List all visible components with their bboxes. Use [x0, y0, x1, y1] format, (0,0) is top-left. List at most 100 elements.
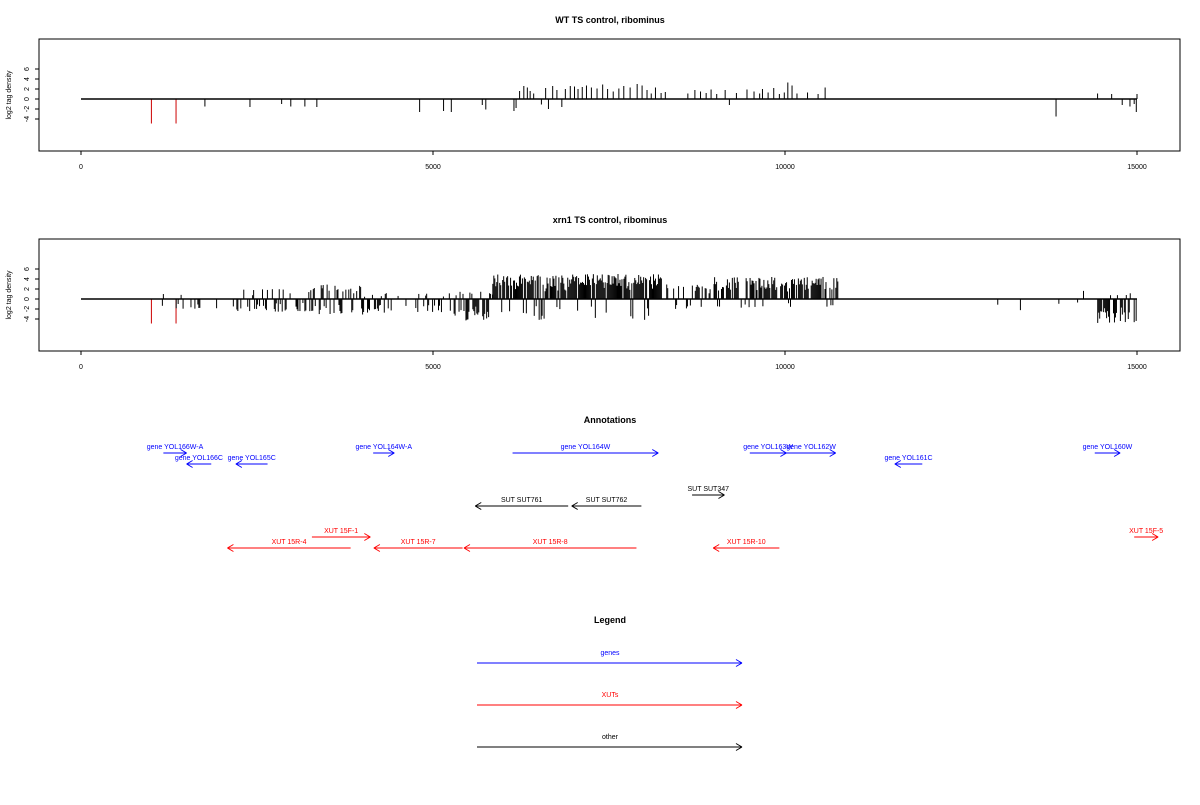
- y-axis-label: log2 tag density: [6, 270, 13, 320]
- annotation-label: XUT 15F-1: [324, 528, 358, 535]
- annotation-gene: gene YOL164W: [512, 444, 659, 457]
- y-tick-label: 2: [24, 287, 31, 291]
- legend-items: genes XUTs other: [477, 650, 743, 751]
- annotation-arrow: [786, 449, 836, 457]
- annotation-xut: XUT 15R-8: [463, 539, 637, 552]
- annotation-arrow: [474, 502, 569, 510]
- plot-frame: [38, 38, 1181, 152]
- annotation-label: gene YOL160W: [1083, 444, 1133, 451]
- annotation-label: XUT 15R-4: [272, 539, 307, 546]
- bars: [150, 274, 1137, 324]
- annotation-arrow: [235, 460, 268, 468]
- y-tick-labels: -4 -2 0 2 4 6: [24, 67, 39, 122]
- annotation-arrow: [373, 449, 395, 457]
- annotation-arrow: [749, 449, 787, 457]
- y-tick-labels: -4 -2 0 2 4 6: [24, 267, 39, 322]
- legend-label: XUTs: [602, 692, 619, 699]
- legend-arrow: [477, 743, 743, 751]
- y-tick-label: 2: [24, 87, 31, 91]
- x-tick-label: 5000: [425, 364, 441, 371]
- legend-title: Legend: [594, 615, 626, 625]
- legend-arrow: [477, 701, 743, 709]
- panel-title: xrn1 TS control, ribominus: [553, 215, 668, 225]
- y-tick-label: 0: [24, 97, 31, 101]
- annotation-xut: XUT 15F-1: [311, 528, 371, 541]
- y-tick-label: 6: [24, 67, 31, 71]
- annotation-label: gene YOL164W-A: [355, 444, 412, 451]
- legend: Legend genes XUTs other: [477, 615, 743, 751]
- y-tick-label: -2: [24, 106, 31, 112]
- x-tick-labels: 0 5000 10000 15000: [79, 351, 1147, 371]
- y-tick-label: 0: [24, 297, 31, 301]
- legend-entry-xut: XUTs: [477, 692, 743, 709]
- annotation-label: XUT 15R-7: [401, 539, 436, 546]
- annotation-label: SUT SUT761: [501, 497, 543, 504]
- legend-entry-gene: genes: [477, 650, 743, 667]
- y-tick-label: 4: [24, 77, 31, 81]
- y-tick-label: 6: [24, 267, 31, 271]
- annotation-arrow: [373, 544, 463, 552]
- annotation-gene: gene YOL166W-A: [147, 444, 204, 457]
- annotation-items: gene YOL166W-A gene YOL166C gene YOL165C ge…: [147, 444, 1163, 552]
- annotation-arrow: [311, 533, 371, 541]
- annotation-arrow: [894, 460, 923, 468]
- x-tick-label: 0: [79, 364, 83, 371]
- legend-arrow: [477, 659, 743, 667]
- annotation-xut: XUT 15F-5: [1129, 528, 1163, 541]
- x-tick-labels: 0 5000 10000 15000: [79, 151, 1147, 171]
- y-axis-label: log2 tag density: [6, 70, 13, 120]
- panel-title: WT TS control, ribominus: [555, 15, 665, 25]
- annotation-gene: gene YOL160W: [1083, 444, 1133, 457]
- annotation-arrow: [1134, 533, 1159, 541]
- annotation-arrow: [163, 449, 187, 457]
- annotation-gene: gene YOL165C: [228, 455, 276, 468]
- x-tick-label: 10000: [775, 364, 795, 371]
- annotation-xut: XUT 15R-7: [373, 539, 463, 552]
- annotation-label: XUT 15F-5: [1129, 528, 1163, 535]
- annotation-gene: gene YOL161C: [884, 455, 933, 468]
- panel-xrn1-ts-control: xrn1 TS control, ribominus log2 tag dens…: [6, 215, 1181, 371]
- annotation-xut: XUT 15R-4: [227, 539, 351, 552]
- annotations-title: Annotations: [584, 415, 637, 425]
- x-tick-label: 10000: [775, 164, 795, 171]
- x-tick-label: 15000: [1127, 164, 1147, 171]
- legend-entry-other: other: [477, 734, 743, 751]
- annotation-gene: gene YOL166C: [175, 455, 223, 468]
- annotation-other: SUT SUT762: [571, 497, 642, 510]
- legend-label: genes: [600, 650, 620, 657]
- y-tick-label: -4: [24, 316, 31, 322]
- annotation-label: SUT SUT347: [688, 486, 730, 493]
- annotation-label: XUT 15R-10: [727, 539, 766, 546]
- annotation-label: gene YOL161C: [884, 455, 932, 462]
- annotation-arrow: [692, 491, 725, 499]
- annotation-label: gene YOL163W: [743, 444, 793, 451]
- x-tick-label: 0: [79, 164, 83, 171]
- annotation-arrow: [227, 544, 351, 552]
- annotation-xut: XUT 15R-10: [712, 539, 780, 552]
- annotation-label: gene YOL164W: [561, 444, 611, 451]
- annotation-arrow: [1094, 449, 1121, 457]
- annotation-label: gene YOL166W-A: [147, 444, 204, 451]
- legend-label: other: [602, 734, 619, 741]
- annotation-label: gene YOL165C: [228, 455, 276, 462]
- bars: [150, 82, 1138, 124]
- annotation-arrow: [186, 460, 212, 468]
- y-tick-label: -4: [24, 116, 31, 122]
- y-tick-label: 4: [24, 277, 31, 281]
- annotation-label: SUT SUT762: [586, 497, 628, 504]
- x-tick-label: 5000: [425, 164, 441, 171]
- panel-wt-ts-control: WT TS control, ribominus log2 tag densit…: [6, 15, 1181, 171]
- annotation-arrow: [571, 502, 642, 510]
- annotation-arrow: [712, 544, 780, 552]
- y-tick-label: -2: [24, 306, 31, 312]
- annotation-other: SUT SUT761: [474, 497, 569, 510]
- annotation-arrow: [463, 544, 637, 552]
- annotation-gene: gene YOL163W: [743, 444, 793, 457]
- annotation-label: gene YOL166C: [175, 455, 223, 462]
- annotation-gene: gene YOL162W: [786, 444, 836, 457]
- annotation-other: SUT SUT347: [688, 486, 730, 499]
- annotation-label: gene YOL162W: [786, 444, 836, 451]
